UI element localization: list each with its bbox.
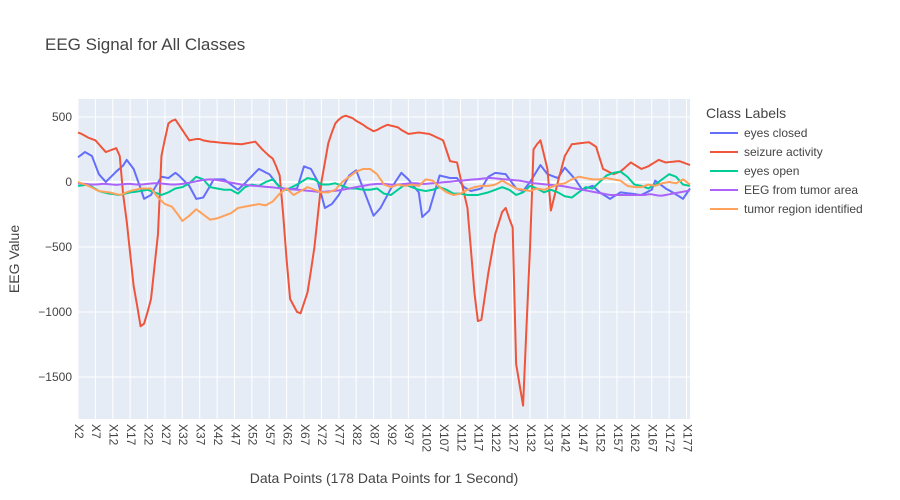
x-tick-label: X52: [246, 424, 260, 446]
x-tick-label: X102: [420, 424, 434, 452]
x-tick-label: X142: [559, 424, 573, 452]
x-tick-label: X117: [472, 424, 486, 451]
x-tick-label: X37: [194, 424, 208, 446]
x-tick-label: X22: [141, 424, 155, 446]
legend-label: EEG from tumor area: [744, 183, 858, 197]
y-tick-label: 0: [65, 175, 72, 189]
plot-background: [78, 99, 690, 419]
x-tick-label: X132: [524, 424, 538, 452]
x-tick-label: X97: [402, 424, 416, 446]
x-tick-label: X7: [89, 424, 103, 439]
x-tick-label: X12: [107, 424, 121, 446]
x-axis-title: Data Points (178 Data Points for 1 Secon…: [250, 470, 518, 486]
x-tick-label: X42: [211, 424, 225, 446]
x-tick-label: X107: [437, 424, 451, 452]
series-line: [77, 167, 691, 222]
legend-label: eyes open: [744, 164, 799, 178]
chart-title: EEG Signal for All Classes: [45, 35, 245, 54]
x-tick-label: X167: [646, 424, 660, 452]
x-tick-label: X92: [385, 424, 399, 446]
y-axis-title: EEG Value: [6, 225, 22, 293]
y-tick-label: −500: [45, 240, 72, 254]
x-tick-label: X72: [315, 424, 329, 446]
x-tick-label: X47: [228, 424, 242, 446]
x-tick-label: X17: [124, 424, 138, 446]
y-tick-label: −1000: [38, 305, 72, 319]
legend-label: eyes closed: [744, 126, 807, 140]
x-tick-label: X57: [263, 424, 277, 446]
x-tick-label: X77: [333, 424, 347, 446]
legend: Class Labels eyes closed seizure activity…: [706, 105, 863, 216]
x-tick-label: X2: [72, 424, 86, 439]
x-tick-label: X157: [611, 424, 625, 452]
grid: [77, 99, 690, 419]
y-tick-label: −1500: [38, 370, 72, 384]
legend-label: seizure activity: [744, 145, 823, 159]
x-tick-label: X87: [367, 424, 381, 446]
x-tick-label: X112: [454, 424, 468, 451]
x-tick-label: X122: [489, 424, 503, 452]
x-tick-label: X152: [593, 424, 607, 452]
x-tick-label: X82: [350, 424, 364, 446]
x-tick-label: X177: [680, 424, 694, 452]
x-tick-label: X137: [541, 424, 555, 452]
x-tick-label: X147: [576, 424, 590, 452]
ticks: −1500 −1000 −500 0 500 X2 X7 X12 X17 X22 X27 X32 X37…: [38, 110, 694, 452]
lines: [77, 114, 691, 407]
x-tick-label: X127: [506, 424, 520, 452]
x-tick-label: X27: [159, 424, 173, 446]
x-tick-label: X62: [280, 424, 294, 446]
legend-title: Class Labels: [706, 105, 786, 121]
x-tick-label: X32: [176, 424, 190, 446]
series-line: [77, 170, 691, 199]
legend-label: tumor region identified: [744, 202, 863, 216]
x-tick-label: X67: [298, 424, 312, 446]
x-tick-label: X162: [628, 424, 642, 452]
y-tick-label: 500: [52, 110, 72, 124]
series-line: [77, 114, 691, 407]
x-tick-label: X172: [663, 424, 677, 452]
